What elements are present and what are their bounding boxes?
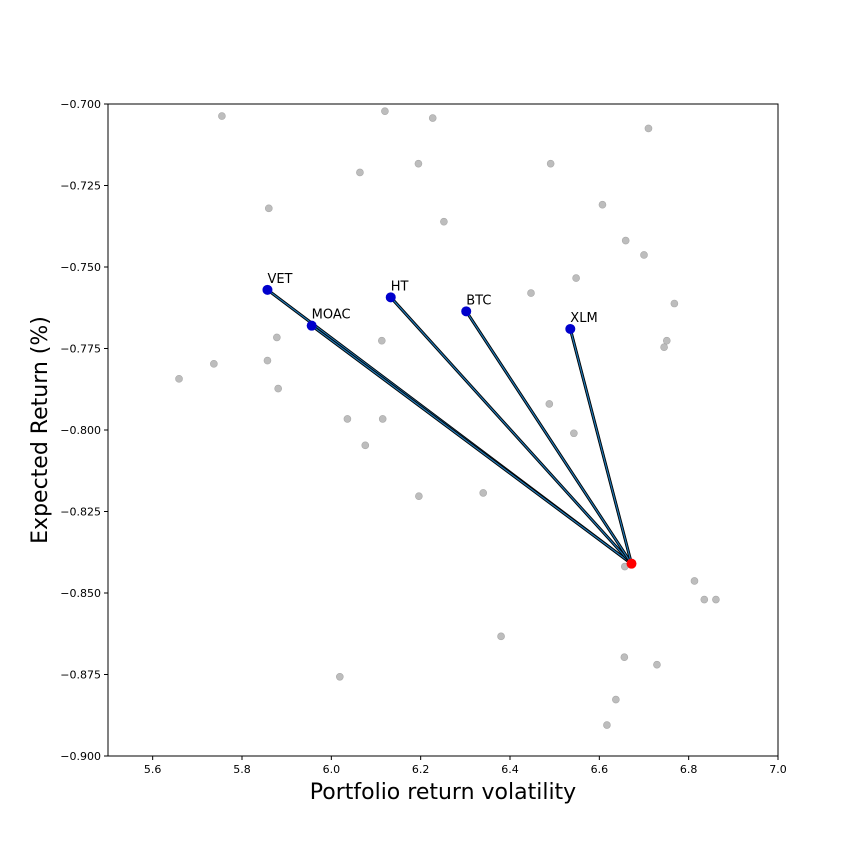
background-point bbox=[378, 336, 386, 345]
origin-marker bbox=[626, 558, 637, 569]
background-point bbox=[415, 492, 423, 500]
background-point bbox=[545, 400, 554, 408]
y-axis: −0.700 −0.725 −0.750 −0.775 −0.800 −0.825 −0.8… bbox=[60, 98, 108, 763]
y-tick-label: −0.750 bbox=[60, 261, 101, 274]
connection-line bbox=[465, 311, 632, 564]
origin-point bbox=[626, 558, 637, 569]
asset-label: VET bbox=[267, 272, 292, 287]
asset-label: XLM bbox=[570, 311, 597, 326]
y-tick-label: −0.875 bbox=[60, 669, 101, 682]
background-point bbox=[336, 672, 344, 681]
asset-point bbox=[565, 323, 576, 334]
asset-label: HT bbox=[391, 279, 409, 294]
x-axis-title: Portfolio return volatility bbox=[310, 780, 576, 805]
connection-lines bbox=[266, 288, 633, 565]
asset-point bbox=[385, 292, 396, 303]
background-point bbox=[572, 274, 580, 282]
asset-label: BTC bbox=[466, 293, 491, 308]
background-point bbox=[598, 200, 607, 209]
background-point bbox=[175, 375, 183, 383]
background-point bbox=[361, 441, 370, 450]
y-tick-label: −0.725 bbox=[60, 180, 101, 193]
asset-point bbox=[306, 320, 317, 331]
background-point bbox=[712, 595, 720, 604]
background-point bbox=[414, 159, 423, 168]
background-point bbox=[570, 429, 578, 438]
asset-points bbox=[262, 284, 576, 334]
x-tick-label: 6.0 bbox=[323, 763, 341, 776]
background-point bbox=[612, 695, 620, 704]
x-tick-label: 6.4 bbox=[501, 763, 519, 776]
background-point bbox=[343, 415, 352, 423]
background-point bbox=[356, 168, 364, 177]
background-point bbox=[479, 489, 488, 497]
x-tick-label: 6.8 bbox=[680, 763, 698, 776]
background-point bbox=[603, 721, 611, 729]
y-tick-label: −0.850 bbox=[60, 587, 101, 600]
y-tick-label: −0.775 bbox=[60, 343, 101, 356]
background-point bbox=[273, 333, 281, 342]
background-point bbox=[644, 124, 653, 133]
background-point bbox=[497, 632, 505, 641]
background-point bbox=[440, 217, 448, 226]
y-axis-title: Expected Return (%) bbox=[28, 316, 53, 544]
connection-line bbox=[390, 296, 632, 565]
background-point bbox=[690, 577, 699, 585]
connection-line bbox=[569, 328, 633, 564]
x-axis: 5.6 5.8 6.0 6.2 6.4 6.6 6.8 7.0 bbox=[144, 756, 787, 776]
background-point bbox=[381, 107, 389, 115]
y-tick-label: −0.800 bbox=[60, 424, 101, 437]
asset-labels: VET MOAC HT BTC XLM bbox=[267, 272, 597, 326]
background-point bbox=[653, 660, 661, 669]
x-tick-label: 6.2 bbox=[412, 763, 430, 776]
connection-line bbox=[311, 325, 632, 565]
background-point bbox=[670, 299, 679, 308]
background-point bbox=[428, 114, 437, 122]
background-point bbox=[378, 415, 387, 423]
asset-point bbox=[461, 306, 472, 317]
x-tick-label: 6.6 bbox=[591, 763, 609, 776]
background-point bbox=[264, 204, 273, 213]
background-point bbox=[210, 360, 218, 368]
background-point bbox=[662, 336, 671, 345]
asset-point bbox=[262, 284, 273, 295]
x-tick-label: 7.0 bbox=[769, 763, 787, 776]
background-point bbox=[263, 356, 272, 365]
background-point bbox=[620, 653, 629, 662]
y-tick-label: −0.825 bbox=[60, 506, 101, 519]
background-point bbox=[546, 159, 555, 168]
x-tick-label: 5.8 bbox=[233, 763, 251, 776]
background-point bbox=[527, 289, 535, 297]
background-point bbox=[660, 343, 668, 351]
background-point bbox=[218, 112, 226, 120]
background-point bbox=[274, 384, 282, 393]
background-point bbox=[640, 251, 648, 259]
plot-area bbox=[108, 104, 778, 756]
background-point bbox=[621, 236, 630, 245]
background-point bbox=[700, 595, 709, 604]
background-points bbox=[175, 107, 720, 729]
x-tick-label: 5.6 bbox=[144, 763, 162, 776]
y-tick-label: −0.900 bbox=[60, 750, 101, 763]
asset-label: MOAC bbox=[312, 308, 351, 323]
y-tick-label: −0.700 bbox=[60, 98, 101, 111]
